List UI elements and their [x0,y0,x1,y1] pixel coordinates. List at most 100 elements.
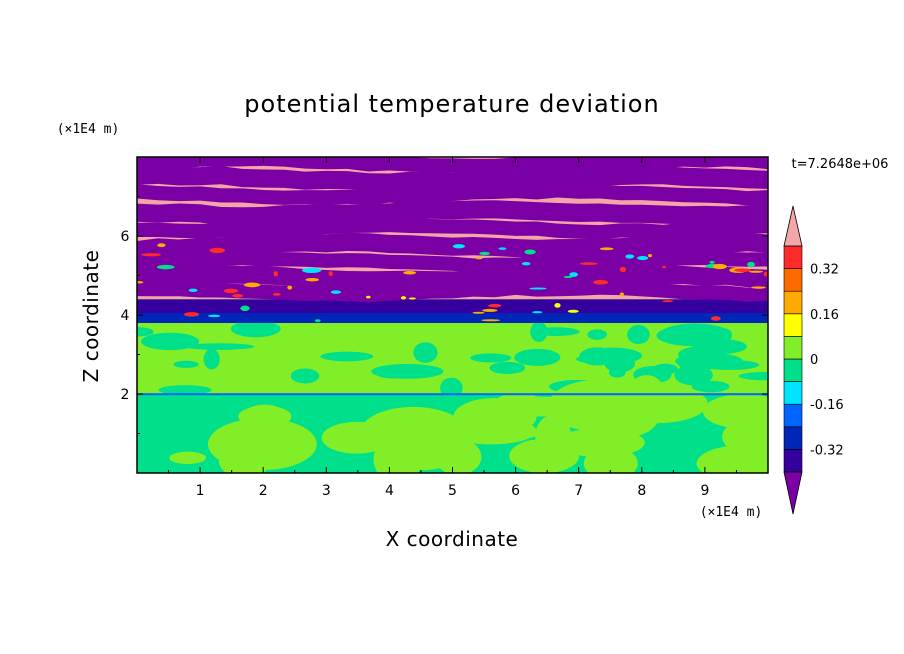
colorbar-segment [783,358,803,382]
lower-region [137,320,768,473]
green-patch [489,361,526,375]
contour-fleck [563,275,573,279]
contour-fleck [482,308,498,312]
contour-fleck [648,253,653,258]
green-patch [587,329,607,340]
contour-fleck [157,243,166,248]
light-green-cell [702,393,768,429]
contour-fleck [709,260,715,264]
x-tick-label: 7 [574,483,583,499]
blue-line [137,393,768,396]
contour-fleck [488,303,502,308]
y-tick-label: 4 [121,308,130,324]
light-green-cell [218,440,271,473]
colorbar-segment [783,449,803,473]
green-patch [678,346,716,363]
colorbar-segment [783,403,803,428]
contour-fleck [475,257,483,260]
contour-fleck [529,287,547,290]
contour-fleck [301,267,322,274]
contour-fleck [567,309,579,313]
green-patch [203,348,220,370]
green-patch [440,377,463,399]
x-tick-label: 9 [700,483,709,499]
contour-fleck [637,256,649,261]
contour-fleck [330,290,342,294]
contour-fleck [554,303,561,308]
green-patch [413,342,438,363]
y-axis-ticks: 2 4 6 [121,196,768,434]
purple-layer [137,232,768,260]
contour-fleck [156,264,175,270]
green-patch [137,327,154,337]
contour-fleck [751,286,766,289]
x-tick-label: 2 [259,483,268,499]
contour-fleck [599,247,614,251]
contour-fleck [243,282,261,288]
green-patch [290,368,320,384]
x-tick-label: 3 [322,483,331,499]
purple-layer [137,200,768,226]
contour-fleck [403,270,417,275]
contour-fleck [625,254,635,259]
contour-fleck [272,292,281,296]
light-green-cell [535,414,572,458]
contour-fleck [524,249,536,255]
contour-fleck [712,263,727,270]
contour-fleck [579,262,598,265]
colorbar-segment [783,336,803,360]
light-green-cell [453,397,537,436]
contour-fleck [748,270,764,273]
light-green-cell [583,446,638,473]
x-tick-label: 8 [637,483,646,499]
purple-layer [137,157,768,174]
colorbar-segment [783,381,803,405]
colorbar-bottom-extension [783,471,803,515]
green-patch [674,365,713,386]
green-patch [627,325,650,345]
purple-layer [137,183,768,206]
x-tick-label: 6 [511,483,520,499]
contour-fleck [141,253,162,257]
contour-fleck [569,272,578,277]
y-unit-label: (×1E4 m) [57,122,120,137]
colorbar-segment [783,245,803,269]
x-unit-label: (×1E4 m) [700,505,763,520]
colorbar-segment [783,268,803,292]
contour-fleck [240,305,250,312]
contour-fleck [184,312,200,317]
green-patch [604,354,636,373]
green-patch [656,324,733,347]
colorbar: 0.32 0.16 0 -0.16 -0.32 [783,205,844,515]
green-patch [374,365,412,379]
green-patch [230,320,281,338]
colorbar-tick-label: 0.32 [810,263,839,278]
contour-fleck [498,247,507,250]
chart-title: potential temperature deviation [244,90,659,118]
x-tick-label: 5 [448,483,457,499]
x-axis-label: X coordinate [386,527,519,551]
blue-band [137,313,768,323]
green-patch [738,371,768,381]
colorbar-tick-label: -0.16 [810,398,844,413]
contour-fleck [287,285,293,290]
x-tick-label: 4 [385,483,394,499]
green-patch [320,351,374,362]
contour-fleck [223,288,239,294]
green-patch [530,321,548,342]
contour-fleck [662,300,674,303]
y-tick-label: 2 [121,387,130,403]
contour-fleck [710,316,721,321]
contour-fleck [479,251,490,256]
plot-area [137,157,768,473]
colorbar-segment [783,290,803,315]
purple-layer [137,280,768,303]
x-axis-ticks: 1 2 3 4 5 6 7 8 9 [168,157,737,499]
green-patch [173,360,199,368]
contour-fleck [273,271,278,277]
green-patch [141,332,200,351]
x-tick-label: 1 [196,483,205,499]
light-green-cell [360,406,467,458]
colorbar-segment [783,426,803,450]
